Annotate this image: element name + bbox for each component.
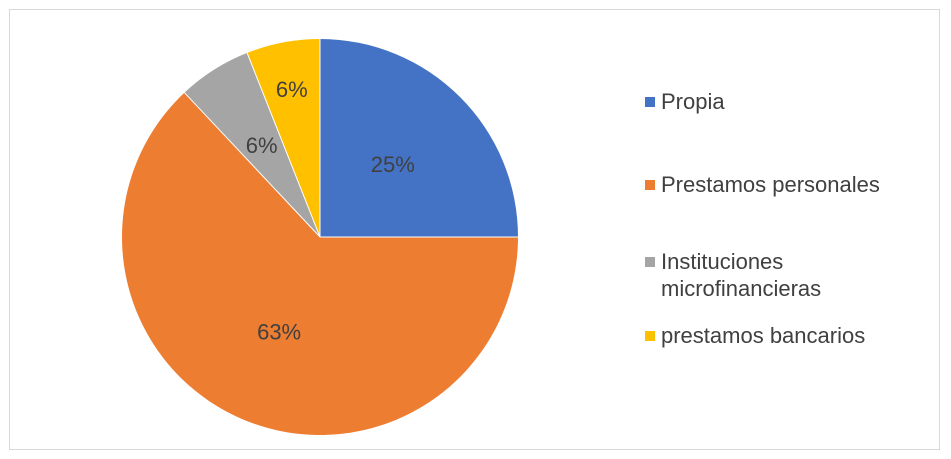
data-label-propia: 25% <box>371 152 415 177</box>
legend-label-prestamos-personales: Prestamos personales <box>661 172 880 197</box>
data-label-prestamos-personales: 63% <box>257 319 301 344</box>
legend-item-prestamos-personales: Prestamos personales <box>645 171 880 198</box>
pie-slice-instituciones-microfinancieras <box>184 52 320 238</box>
legend-label-instituciones-microfinancieras: Instituciones microfinancieras <box>661 249 822 301</box>
legend-item-instituciones-microfinancieras: Instituciones microfinancieras <box>645 248 821 302</box>
pie-slice-prestamos-bancarios <box>247 39 320 237</box>
pie-slice-propia <box>320 39 518 237</box>
legend-swatch-prestamos-personales <box>645 180 655 190</box>
legend-item-propia: Propia <box>645 88 725 115</box>
legend-swatch-prestamos-bancarios <box>645 331 655 341</box>
pie-slice-prestamos-personales <box>122 92 519 435</box>
data-label-instituciones-microfinancieras: 6% <box>246 133 278 158</box>
legend-item-prestamos-bancarios: prestamos bancarios <box>645 322 865 349</box>
legend-swatch-propia <box>645 97 655 107</box>
legend-label-propia: Propia <box>661 89 725 114</box>
legend-label-prestamos-bancarios: prestamos bancarios <box>661 323 866 348</box>
legend-swatch-instituciones-microfinancieras <box>645 257 655 267</box>
data-label-prestamos-bancarios: 6% <box>276 77 308 102</box>
